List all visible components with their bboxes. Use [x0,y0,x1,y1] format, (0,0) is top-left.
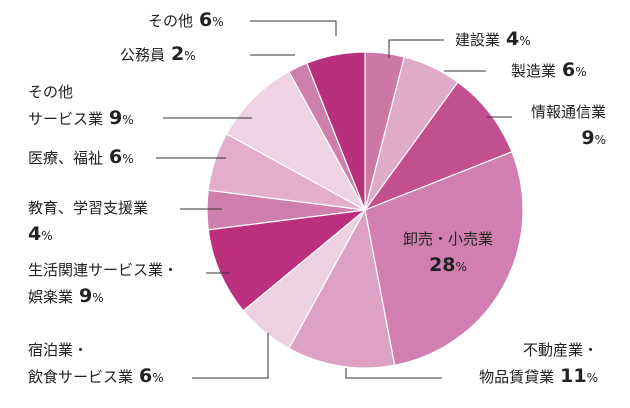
slice-label-9: その他サービス業 9% [28,83,134,129]
slice-label-11: その他 6% [148,9,224,31]
slice-label-6: 生活関連サービス業・娯楽業 9% [28,261,178,307]
slice-label-1: 製造業 6% [511,59,587,81]
slice-label-0: 建設業 4% [455,28,531,50]
slice-label-2: 情報通信業 9% [531,103,606,149]
leader-lines [156,20,512,379]
pie-slice-9 [225,70,367,212]
pie-slice-11 [306,51,366,211]
slice-label-3: 卸売・小売業 28% [403,230,493,276]
slice-label-5: 宿泊業・飲食サービス業 6% [28,341,164,387]
slice-labels: 建設業 4% 製造業 6% 情報通信業 9% 卸売・小売業 28% 不動産業・物品賃貸業 11% 宿… [28,9,606,387]
slice-label-4: 不動産業・物品賃貸業 11% [479,341,598,387]
leader-line-4 [345,368,442,379]
leader-line-0 [388,39,444,58]
pie-slice-2 [363,81,513,212]
pie-slice-3 [364,151,524,366]
leader-line-11 [250,20,337,36]
slice-label-8: 医療、福祉 6% [28,146,134,168]
leader-line-5 [192,333,269,379]
pie-slices [206,51,524,369]
pie-slice-4 [288,208,396,369]
slice-label-7: 教育、学習支援業 4% [28,199,148,245]
slice-label-10: 公務員 2% [120,43,196,65]
